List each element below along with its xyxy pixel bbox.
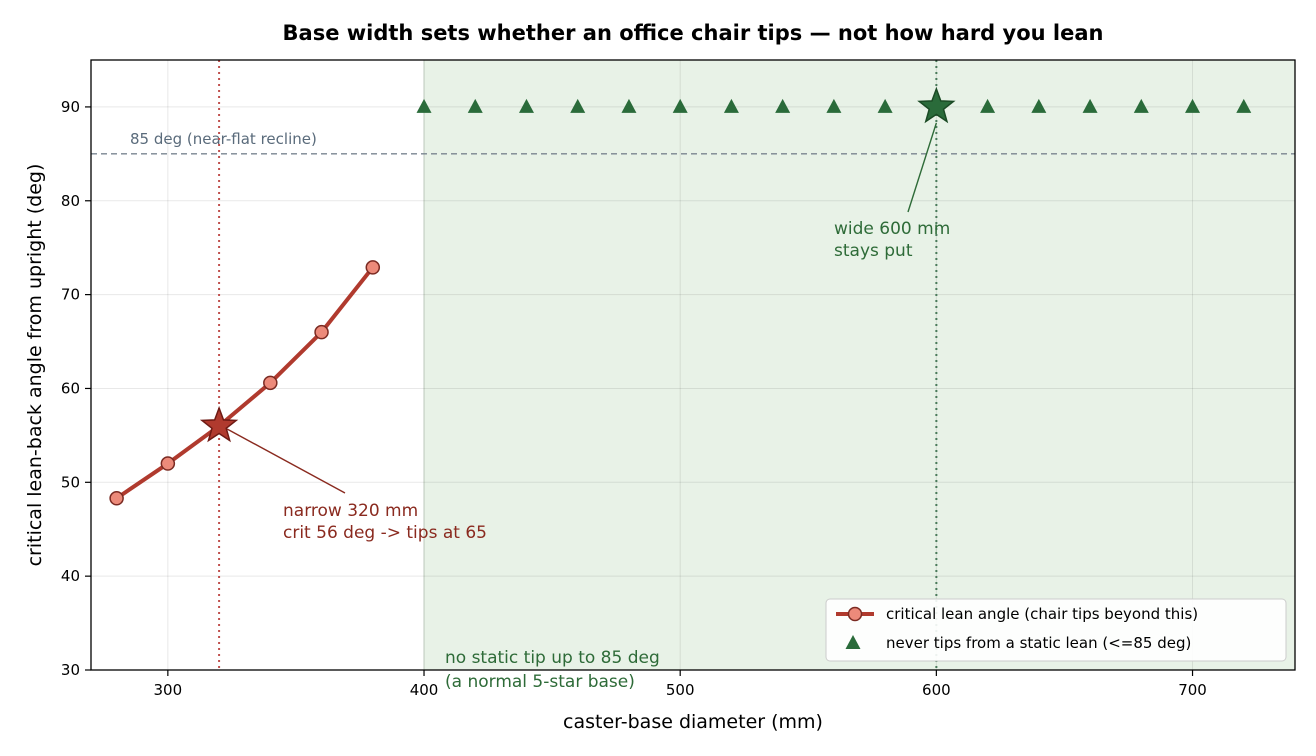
series-line-critical-angle [114, 265, 375, 501]
y-tick-label-4: 70 [61, 286, 80, 304]
highlight-star-narrow [199, 405, 239, 443]
data-point-never-tips-16 [1236, 98, 1252, 113]
y-tick-label-1: 40 [61, 567, 80, 585]
chart-title: Base width sets whether an office chair … [283, 21, 1104, 45]
data-point-critical-0 [109, 491, 124, 506]
highlight-star-wide [917, 86, 956, 124]
data-point-never-tips-8 [826, 98, 842, 113]
x-tick-label-1: 400 [410, 681, 439, 699]
data-point-never-tips-5 [672, 98, 688, 113]
annotation-arrow-narrow [226, 428, 346, 494]
shaded-region-label-line-1: (a normal 5-star base) [445, 672, 635, 692]
shaded-region [424, 60, 1296, 670]
x-axis-label: caster-base diameter (mm) [563, 711, 823, 733]
x-tick-label-4: 700 [1178, 681, 1207, 699]
data-point-never-tips-13 [1082, 98, 1098, 113]
x-tick-label-0: 300 [154, 681, 183, 699]
y-tick-label-6: 90 [61, 98, 80, 116]
data-point-never-tips-11 [980, 98, 996, 113]
data-point-never-tips-9 [877, 98, 893, 113]
y-tick-label-0: 30 [61, 661, 80, 679]
data-point-never-tips-6 [723, 98, 739, 113]
annotation-wide-line-1: stays put [834, 241, 913, 261]
legend-swatch-circle [847, 606, 863, 622]
data-point-never-tips-14 [1133, 98, 1149, 113]
data-point-never-tips-12 [1031, 98, 1047, 113]
annotation-wide-line-0: wide 600 mm [834, 219, 950, 239]
y-axis-label: critical lean-back angle from upright (d… [24, 164, 46, 567]
legend-label-never-tips: never tips from a static lean (<=85 deg) [886, 634, 1191, 652]
annotation-narrow-line-0: narrow 320 mm [283, 501, 418, 521]
annotation-narrow-line-1: crit 56 deg -> tips at 65 [283, 523, 487, 543]
legend-swatch-triangle [845, 635, 861, 649]
data-point-never-tips-3 [570, 98, 586, 113]
data-point-critical-3 [263, 375, 278, 391]
legend-label-critical: critical lean angle (chair tips beyond t… [886, 605, 1198, 623]
legend: critical lean angle (chair tips beyond t… [825, 598, 1287, 662]
x-tick-label-3: 600 [922, 681, 951, 699]
x-tick-label-2: 500 [666, 681, 695, 699]
data-point-critical-5 [365, 260, 381, 275]
data-point-never-tips-4 [621, 98, 637, 113]
data-point-never-tips-0 [416, 98, 432, 113]
shaded-region-label-line-0: no static tip up to 85 deg [445, 648, 660, 668]
y-tick-label-2: 50 [61, 473, 80, 491]
data-point-never-tips-2 [518, 98, 534, 113]
legend-box [825, 598, 1287, 662]
y-tick-label-3: 60 [61, 379, 80, 397]
data-point-never-tips-1 [467, 98, 483, 113]
reference-line-label: 85 deg (near-flat recline) [130, 130, 317, 148]
data-point-critical-1 [160, 456, 176, 471]
plot-frame [90, 59, 1296, 671]
data-point-never-tips-7 [775, 98, 791, 113]
annotation-arrow-wide [907, 122, 938, 213]
y-tick-label-5: 80 [61, 192, 80, 210]
data-point-never-tips-15 [1185, 98, 1201, 113]
plot-area: 85 deg (near-flat recline)narrow 320 mmc… [61, 59, 1296, 699]
data-point-critical-4 [314, 324, 329, 340]
